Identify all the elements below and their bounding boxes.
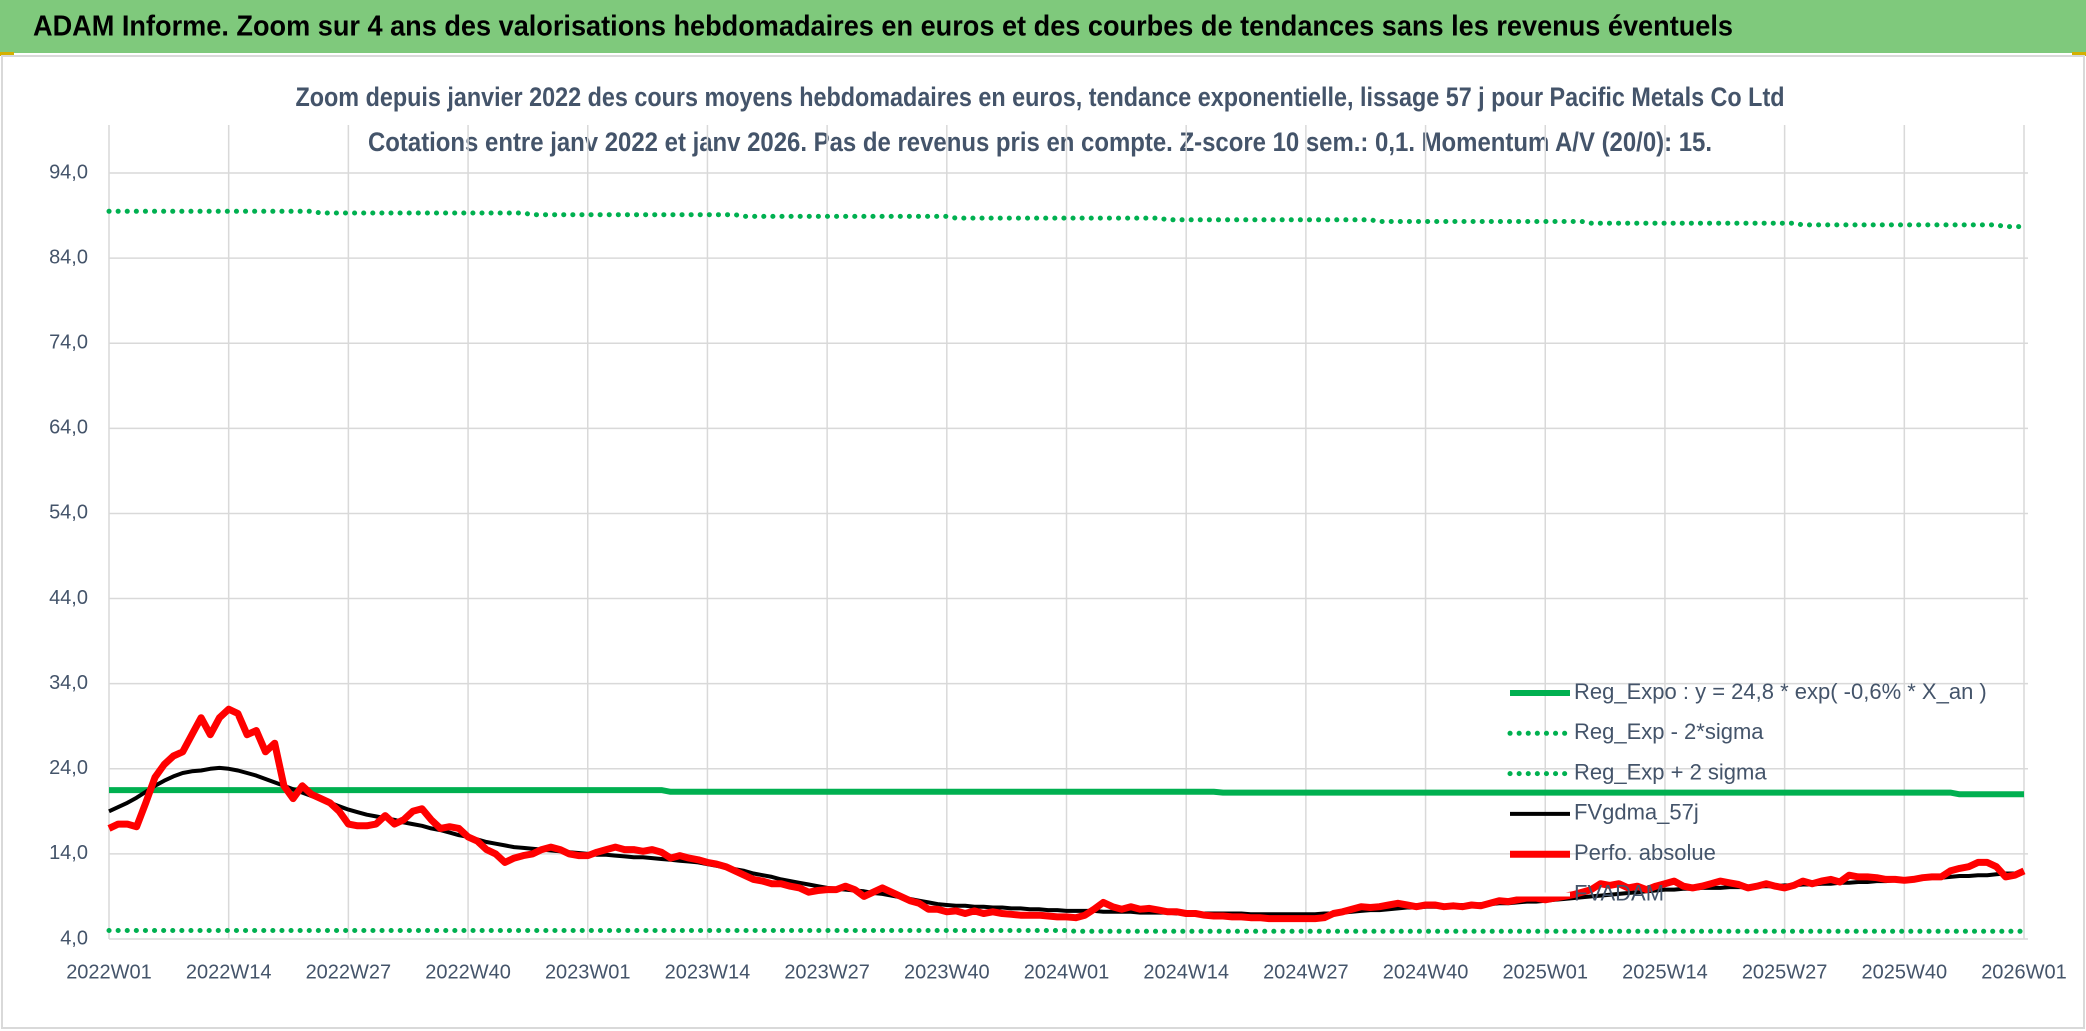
series-line: [106, 208, 2027, 230]
corner: [2072, 52, 2086, 56]
y-tick-label: 24,0: [49, 757, 88, 779]
corner: [0, 52, 14, 56]
legend-label: Reg_Expo : y = 24,8 * exp( -0,6% * X_an …: [1574, 679, 1987, 704]
chart-title: Zoom depuis janvier 2022 des cours moyen…: [296, 82, 1785, 112]
series-line: [107, 705, 2026, 923]
x-tick-label: 2024W40: [1383, 961, 1469, 983]
grid: 4,0 14,0 24,0 34,0 44,0 54,0 64,0 74,0 84,0 94,0 2…: [49, 125, 2067, 983]
y-tick-label: 4,0: [60, 927, 88, 949]
x-tick-label: 2022W01: [66, 961, 152, 983]
legend-label: Perfo. absolue: [1574, 840, 1716, 865]
header-title: ADAM Informe. Zoom sur 4 ans des valoris…: [33, 11, 1733, 43]
x-tick-label: 2023W14: [665, 961, 751, 983]
legend-label: Reg_Exp + 2 sigma: [1574, 759, 1767, 784]
y-tick-label: 34,0: [49, 672, 88, 694]
y-tick-label: 44,0: [49, 587, 88, 609]
x-tick-label: 2025W40: [1862, 961, 1948, 983]
x-tick-label: 2024W27: [1263, 961, 1349, 983]
x-tick-label: 2022W40: [425, 961, 511, 983]
legend-label: FVgdma_57j: [1574, 800, 1699, 825]
y-tick-label: 14,0: [49, 842, 88, 864]
x-tick-label: 2025W14: [1622, 961, 1708, 983]
chart-subtitle: Cotations entre janv 2022 et janv 2026. …: [368, 127, 1712, 157]
y-tick-label: 94,0: [49, 161, 88, 183]
x-tick-label: 2023W27: [784, 961, 870, 983]
y-tick-label: 54,0: [49, 502, 88, 524]
y-tick-label: 84,0: [49, 246, 88, 268]
legend: Reg_Expo : y = 24,8 * exp( -0,6% * X_an …: [1507, 679, 1987, 905]
plot: [106, 208, 2027, 934]
x-tick-label: 2025W27: [1742, 961, 1828, 983]
series-line: [106, 928, 2027, 934]
legend-label: FVADAM: [1574, 880, 1664, 905]
x-tick-label: 2022W27: [306, 961, 392, 983]
x-tick-label: 2024W14: [1143, 961, 1229, 983]
chart-frame: [1, 55, 2085, 1029]
header-bar: [0, 0, 2086, 53]
x-tick-label: 2023W40: [904, 961, 990, 983]
x-tick-label: 2022W14: [186, 961, 272, 983]
legend-label: Reg_Exp - 2*sigma: [1574, 719, 1764, 744]
y-tick-label: 64,0: [49, 417, 88, 439]
y-tick-label: 74,0: [49, 332, 88, 354]
x-tick-label: 2025W01: [1502, 961, 1588, 983]
x-tick-label: 2023W01: [545, 961, 631, 983]
x-tick-label: 2026W01: [1981, 961, 2067, 983]
x-tick-label: 2024W01: [1024, 961, 1110, 983]
series-line: [109, 787, 2024, 798]
